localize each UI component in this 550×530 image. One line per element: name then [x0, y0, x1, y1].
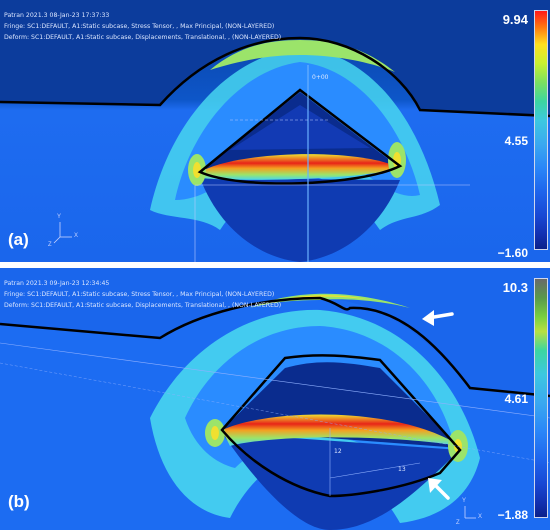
axis-z-label-a: Z	[48, 242, 52, 248]
colorbar-a	[534, 10, 548, 250]
colorbar-max-a: 9.94	[502, 12, 528, 27]
colorbar-mid-a: 4.55	[504, 134, 528, 148]
surface-outline-b	[0, 296, 550, 398]
axis-x-label-b: X	[478, 514, 483, 520]
colorbar-mid-b: 4.61	[504, 392, 528, 406]
stress-band-a	[200, 154, 400, 180]
arc-green-b	[250, 293, 410, 308]
panel-a: Patran 2021.3 08-Jan-23 17:37:33 Fringe:…	[0, 0, 550, 262]
header-a: Patran 2021.3 08-Jan-23 17:37:33 Fringe:…	[4, 10, 281, 43]
hotspot-core-left-a	[193, 162, 201, 178]
header-a-line2: Fringe: SC1:DEFAULT, A1:Static subcase, …	[4, 23, 275, 30]
grid-line-b3	[329, 462, 421, 479]
header-a-line3: Deform: SC1:DEFAULT, A1:Static subcase, …	[4, 34, 282, 41]
inner-mid-a	[230, 105, 370, 150]
panel-label-b: (b)	[8, 492, 30, 511]
axis-x-label-a: X	[74, 233, 79, 239]
upper-region-b	[0, 268, 550, 396]
panel-label-a: (a)	[8, 230, 29, 249]
header-b: Patran 2021.3 09-Jan-23 12:34:45 Fringe:…	[4, 278, 281, 311]
header-b-line2: Fringe: SC1:DEFAULT, A1:Static subcase, …	[4, 291, 275, 298]
axis-triad-a	[53, 222, 72, 244]
axis-triad-b	[464, 506, 476, 519]
colorbar-max-b: 10.3	[502, 280, 528, 295]
header-b-line1: Patran 2021.3 09-Jan-23 12:34:45	[4, 280, 110, 287]
axis-y-label-b: Y	[462, 498, 467, 504]
white-arrow-icon	[422, 310, 454, 326]
node-label-a: 0+00	[312, 74, 329, 81]
inclusion-outline-a	[197, 88, 403, 185]
arc-yellow-b	[270, 295, 370, 303]
header-a-line1: Patran 2021.3 08-Jan-23 17:37:33	[4, 12, 110, 19]
grid-line-b1	[0, 342, 550, 419]
axis-z-label-b: Z	[456, 520, 460, 526]
stress-band-b	[222, 414, 460, 446]
upper-region-a	[0, 0, 550, 116]
colorbar-min-a: −1.60	[497, 246, 528, 260]
grid-line-b4	[0, 362, 550, 464]
lower-cone-a	[200, 178, 400, 262]
node-label-b-2: 13	[398, 466, 406, 473]
node-label-b-1: 12	[334, 448, 342, 455]
lower-cone-b	[222, 433, 460, 530]
colorbar-min-b: −1.88	[497, 508, 528, 522]
header-b-line3: Deform: SC1:DEFAULT, A1:Static subcase, …	[4, 302, 282, 309]
fringe-plot-a	[0, 0, 550, 262]
axis-y-label-a: Y	[57, 214, 62, 220]
colorbar-b	[534, 278, 548, 518]
inclusion-outline-b	[220, 354, 462, 498]
white-arrow-icon	[428, 478, 450, 500]
panel-b: Patran 2021.3 09-Jan-23 12:34:45 Fringe:…	[0, 268, 550, 530]
hotspot-core-left-b	[211, 426, 219, 440]
fringe-plot-b	[0, 268, 550, 530]
surface-outline-a	[0, 36, 550, 118]
panel-divider	[0, 262, 550, 268]
